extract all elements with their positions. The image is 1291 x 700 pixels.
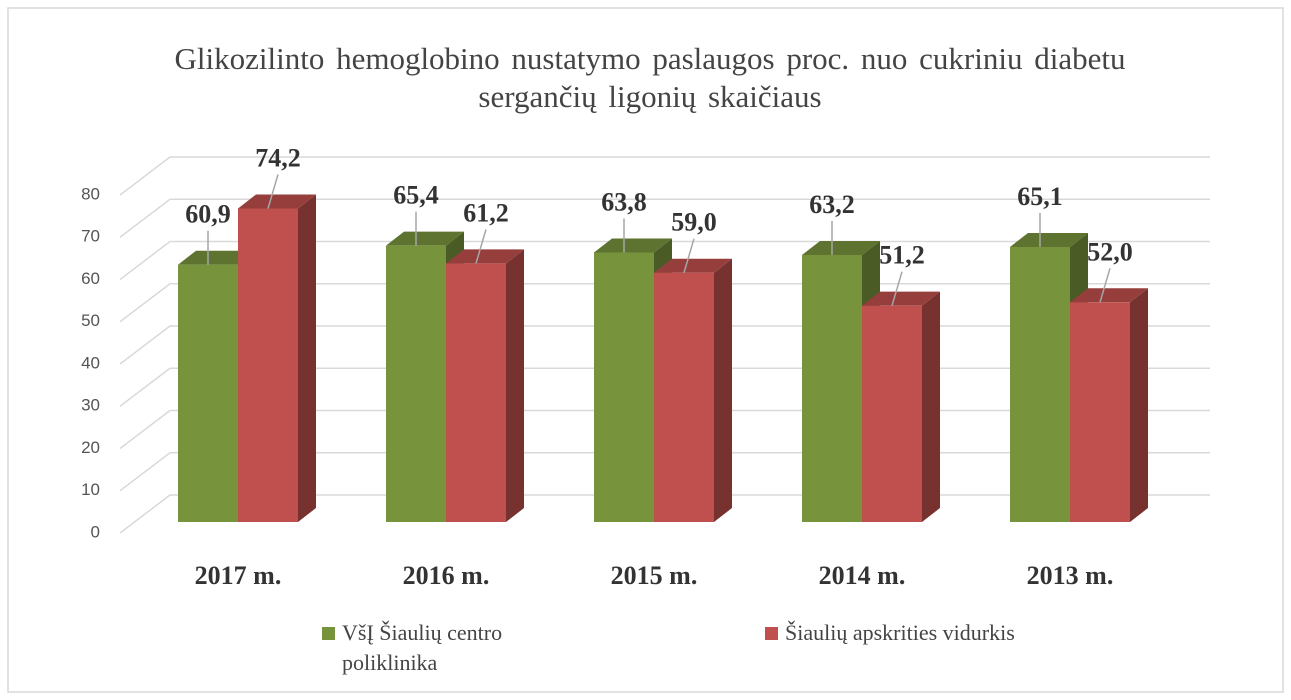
leader-line — [267, 174, 279, 209]
y-tick-label: 80 — [81, 184, 100, 203]
bar-face — [802, 240, 880, 255]
grid-line — [119, 198, 171, 238]
y-tick-label: 40 — [81, 353, 100, 372]
grid-line — [119, 156, 171, 196]
value-label: 63,2 — [809, 190, 855, 219]
bar-face — [1070, 288, 1148, 303]
leader-line — [1099, 268, 1111, 303]
leader-line — [475, 229, 487, 264]
legend-swatch — [322, 627, 335, 640]
chart-title: Glikozilinto hemoglobino nustatymo pasla… — [174, 41, 1126, 114]
grid-line — [119, 325, 171, 365]
bar-face — [446, 249, 524, 264]
x-tick-label: 2015 m. — [611, 561, 698, 590]
bar-face — [922, 291, 940, 522]
bar-face — [802, 254, 862, 523]
y-tick-label: 10 — [81, 480, 100, 499]
bar-face — [862, 291, 940, 306]
bar — [446, 249, 524, 522]
bar-face — [1010, 246, 1070, 522]
value-label: 74,2 — [255, 143, 301, 172]
bar — [654, 258, 732, 522]
grid-line — [119, 494, 171, 534]
bar-face — [506, 249, 524, 522]
bar — [1070, 288, 1148, 522]
y-tick-label: 20 — [81, 438, 100, 457]
legend-label: Šiaulių apskrities vidurkis — [785, 620, 1015, 645]
bar-face — [714, 258, 732, 522]
bar-face — [238, 208, 298, 522]
bar-face — [1070, 302, 1130, 522]
value-label: 51,2 — [879, 241, 925, 270]
bar-face — [298, 194, 316, 522]
bar-face — [1130, 288, 1148, 522]
x-tick-label: 2017 m. — [195, 561, 282, 590]
legend-label: VšĮ Šiaulių centro poliklinika — [342, 620, 503, 675]
grid-line — [119, 367, 171, 407]
bar-face — [386, 231, 464, 246]
bar — [238, 194, 316, 522]
leader-line — [891, 271, 903, 306]
bar-face — [654, 272, 714, 522]
x-tick-label: 2014 m. — [819, 561, 906, 590]
x-tick-label: 2016 m. — [403, 561, 490, 590]
value-label: 59,0 — [671, 208, 717, 237]
bar-face — [594, 252, 654, 522]
value-label: 65,4 — [393, 181, 439, 210]
value-label: 52,0 — [1087, 237, 1133, 266]
grid-line — [119, 409, 171, 450]
y-tick-label: 60 — [81, 269, 100, 288]
x-tick-label: 2013 m. — [1027, 561, 1114, 590]
value-label: 63,8 — [601, 187, 647, 216]
grid-line — [119, 283, 171, 323]
leader-line — [683, 238, 695, 273]
y-tick-label: 0 — [91, 522, 100, 541]
bar-face — [178, 250, 256, 265]
value-label: 60,9 — [185, 200, 231, 229]
legend-swatch — [765, 627, 778, 640]
bar-face — [178, 264, 238, 522]
bar-face — [386, 245, 446, 522]
y-tick-label: 30 — [81, 396, 100, 415]
bar-face — [238, 194, 316, 209]
bar-face — [1010, 232, 1088, 247]
y-tick-label: 50 — [81, 311, 100, 330]
grid-line — [119, 452, 171, 492]
grid-line — [119, 240, 171, 281]
bar-face — [862, 305, 922, 522]
bar — [862, 291, 940, 522]
bar-face — [446, 263, 506, 522]
bar-face — [594, 238, 672, 253]
value-label: 61,2 — [463, 198, 509, 227]
bar-face — [654, 258, 732, 273]
y-tick-label: 70 — [81, 227, 100, 246]
value-label: 65,1 — [1017, 182, 1063, 211]
